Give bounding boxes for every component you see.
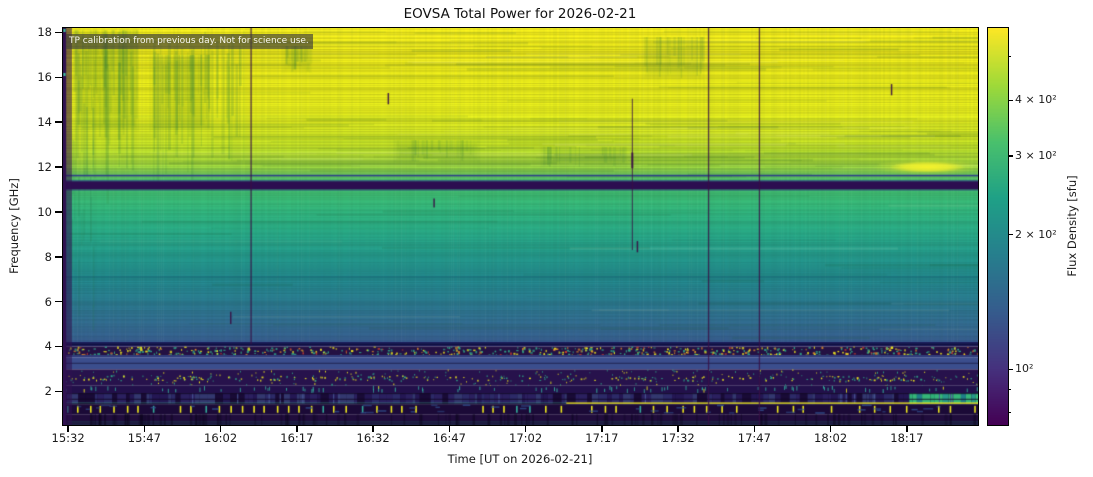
y-tick-mark [55, 255, 62, 258]
colorbar-label: Flux Density [sfu] [1065, 175, 1079, 277]
x-tick-label: 18:17 [890, 431, 924, 445]
x-tick-label: 17:02 [509, 431, 543, 445]
x-tick-mark [829, 425, 832, 432]
y-tick-label: 4 [44, 339, 52, 354]
colorbar-tick-label: 3 × 10² [1015, 148, 1057, 162]
x-tick-label: 18:02 [814, 431, 848, 445]
y-tick-mark [55, 121, 62, 123]
y-tick-mark [55, 300, 62, 303]
spectrogram-canvas [63, 28, 978, 425]
y-tick-label: 18 [37, 25, 52, 40]
y-tick-label: 16 [37, 70, 52, 85]
y-tick-label: 14 [37, 115, 52, 130]
x-tick-mark [219, 425, 222, 432]
x-tick-label: 15:32 [51, 431, 85, 445]
y-tick-label: 8 [44, 249, 52, 264]
x-tick-label: 17:47 [737, 431, 771, 445]
colorbar-tick-mark [1008, 99, 1013, 101]
y-tick-label: 12 [37, 160, 52, 175]
y-tick-mark [55, 390, 62, 393]
x-tick-label: 15:47 [127, 431, 161, 445]
x-tick-mark [906, 425, 908, 432]
colorbar-minor-tick-mark [1008, 56, 1011, 58]
colorbar-minor-tick-mark [1008, 389, 1011, 391]
y-tick-mark [55, 345, 62, 348]
y-tick-mark [55, 76, 62, 79]
x-tick-label: 16:32 [356, 431, 390, 445]
x-tick-label: 17:32 [661, 431, 695, 445]
x-tick-mark [601, 425, 603, 432]
x-tick-mark [372, 425, 374, 432]
y-tick-label: 10 [37, 204, 52, 219]
y-tick-label: 2 [44, 384, 52, 399]
x-tick-mark [677, 425, 679, 432]
x-tick-mark [753, 425, 756, 432]
colorbar-tick-mark [1008, 234, 1013, 236]
plot-area: TP calibration from previous day. Not fo… [62, 27, 979, 426]
colorbar-canvas [988, 28, 1008, 425]
x-tick-label: 17:17 [585, 431, 619, 445]
y-tick-mark [55, 31, 62, 34]
colorbar-tick-mark [1008, 155, 1013, 157]
colorbar-minor-tick-mark [1008, 411, 1011, 413]
colorbar-tick-label: 2 × 10² [1015, 227, 1057, 241]
y-tick-label: 6 [44, 294, 52, 309]
x-tick-mark [296, 425, 298, 432]
x-tick-label: 16:02 [204, 431, 238, 445]
x-axis-label: Time [UT on 2026-02-21] [447, 452, 593, 466]
x-tick-mark [143, 425, 146, 432]
x-tick-label: 16:47 [432, 431, 466, 445]
colorbar-tick-label: 10² [1015, 362, 1034, 376]
x-tick-mark [67, 425, 69, 432]
x-tick-mark [448, 425, 451, 432]
x-tick-label: 16:17 [280, 431, 314, 445]
calibration-warning-annotation: TP calibration from previous day. Not fo… [66, 34, 313, 49]
x-tick-mark [524, 425, 527, 432]
y-tick-mark [55, 166, 62, 168]
colorbar-tick-label: 4 × 10² [1015, 93, 1057, 107]
colorbar-tick-mark [1008, 368, 1013, 370]
chart-title: EOVSA Total Power for 2026-02-21 [403, 6, 637, 22]
colorbar [987, 27, 1009, 426]
y-tick-mark [55, 211, 62, 213]
